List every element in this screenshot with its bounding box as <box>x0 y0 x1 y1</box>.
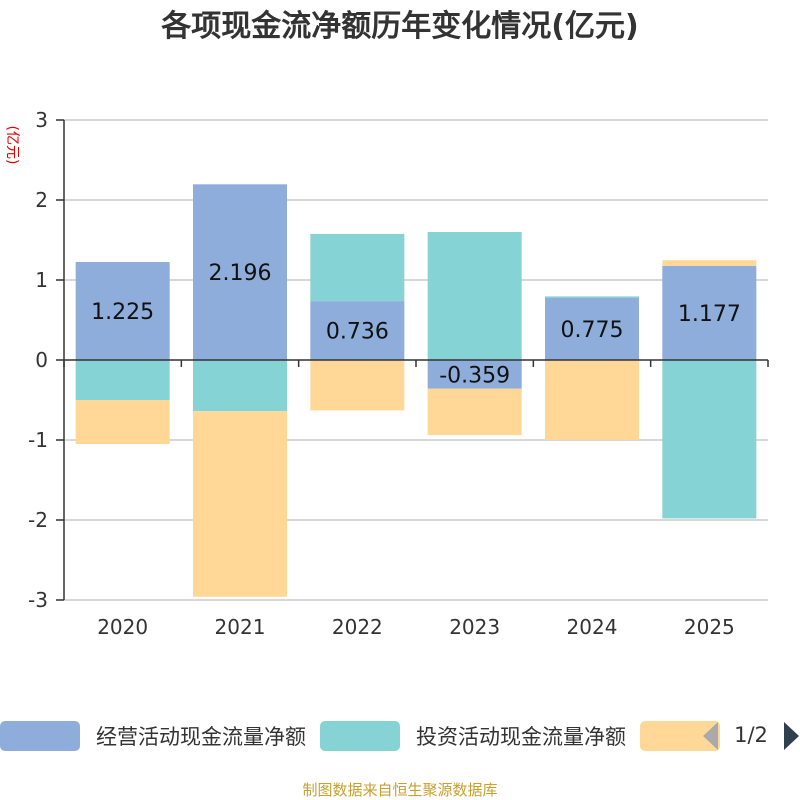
chart-title: 各项现金流净额历年变化情况(亿元) <box>160 9 638 44</box>
y-tick-label: -1 <box>28 428 48 452</box>
bar-segment[interactable] <box>427 388 522 436</box>
bar-segment[interactable] <box>75 400 170 444</box>
bar-segment[interactable] <box>662 360 757 519</box>
y-tick-label: -2 <box>28 508 48 532</box>
prev-page-icon[interactable] <box>703 722 718 750</box>
legend-swatch <box>320 721 400 751</box>
bar-segment[interactable] <box>545 296 639 298</box>
bar-segment[interactable] <box>75 360 170 400</box>
bar-segment[interactable] <box>310 360 405 411</box>
data-label: 1.225 <box>91 300 154 325</box>
bars <box>75 184 757 597</box>
bar-segment[interactable] <box>545 298 639 360</box>
data-label: -0.359 <box>439 363 510 388</box>
data-label: 0.736 <box>326 320 389 345</box>
bar-segment[interactable] <box>75 262 170 360</box>
x-tick-label: 2023 <box>449 615 500 639</box>
bar-segment[interactable] <box>662 265 757 360</box>
y-tick-label: 2 <box>35 188 48 212</box>
x-tick-label: 2020 <box>97 615 148 639</box>
bar-segment[interactable] <box>193 411 287 597</box>
data-source: 制图数据来自恒生聚源数据库 <box>302 781 497 799</box>
legend-label: 投资活动现金流量净额 <box>416 725 626 749</box>
y-tick-label: 1 <box>35 268 48 292</box>
x-tick-label: 2021 <box>215 615 266 639</box>
legend-label: 经营活动现金流量净额 <box>96 725 306 749</box>
y-tick-label: 3 <box>35 108 48 132</box>
bar-segment[interactable] <box>310 301 405 360</box>
legend-item[interactable]: 经营活动现金流量净额 <box>0 721 306 751</box>
legend-swatch <box>0 721 80 751</box>
x-tick-label: 2025 <box>684 615 735 639</box>
y-axis-label: (亿元) <box>4 126 20 165</box>
x-tick-label: 2024 <box>567 615 618 639</box>
y-tick-label: -3 <box>28 588 48 612</box>
x-tick-label: 2022 <box>332 615 383 639</box>
legend-item[interactable]: 投资活动现金流量净额 <box>320 721 626 751</box>
data-label: 1.177 <box>678 302 741 327</box>
axes: 3 2 1 0 -1 -2 -3 2020 2021 2022 2023 2024 2025 <box>28 108 769 639</box>
bar-segment[interactable] <box>193 360 287 412</box>
legend: 经营活动现金流量净额 投资活动现金流量净额 <box>0 721 720 751</box>
legend-item[interactable] <box>640 721 720 751</box>
legend-pager: 1/2 <box>703 722 799 750</box>
bar-segment[interactable] <box>545 360 639 440</box>
bar-segment[interactable] <box>310 233 405 302</box>
data-label: 0.775 <box>561 318 624 343</box>
bar-segment[interactable] <box>193 184 287 360</box>
bar-segment[interactable] <box>427 232 522 360</box>
bar-segment[interactable] <box>662 260 757 266</box>
grid <box>64 119 768 601</box>
bar-segment[interactable] <box>427 360 522 389</box>
legend-swatch <box>640 721 720 751</box>
y-tick-label: 0 <box>35 348 48 372</box>
next-page-icon[interactable] <box>784 722 799 750</box>
data-labels: 1.225 2.196 0.736 -0.359 0.775 1.177 <box>91 261 741 388</box>
data-label: 2.196 <box>209 261 272 286</box>
legend-page-text: 1/2 <box>734 723 768 747</box>
